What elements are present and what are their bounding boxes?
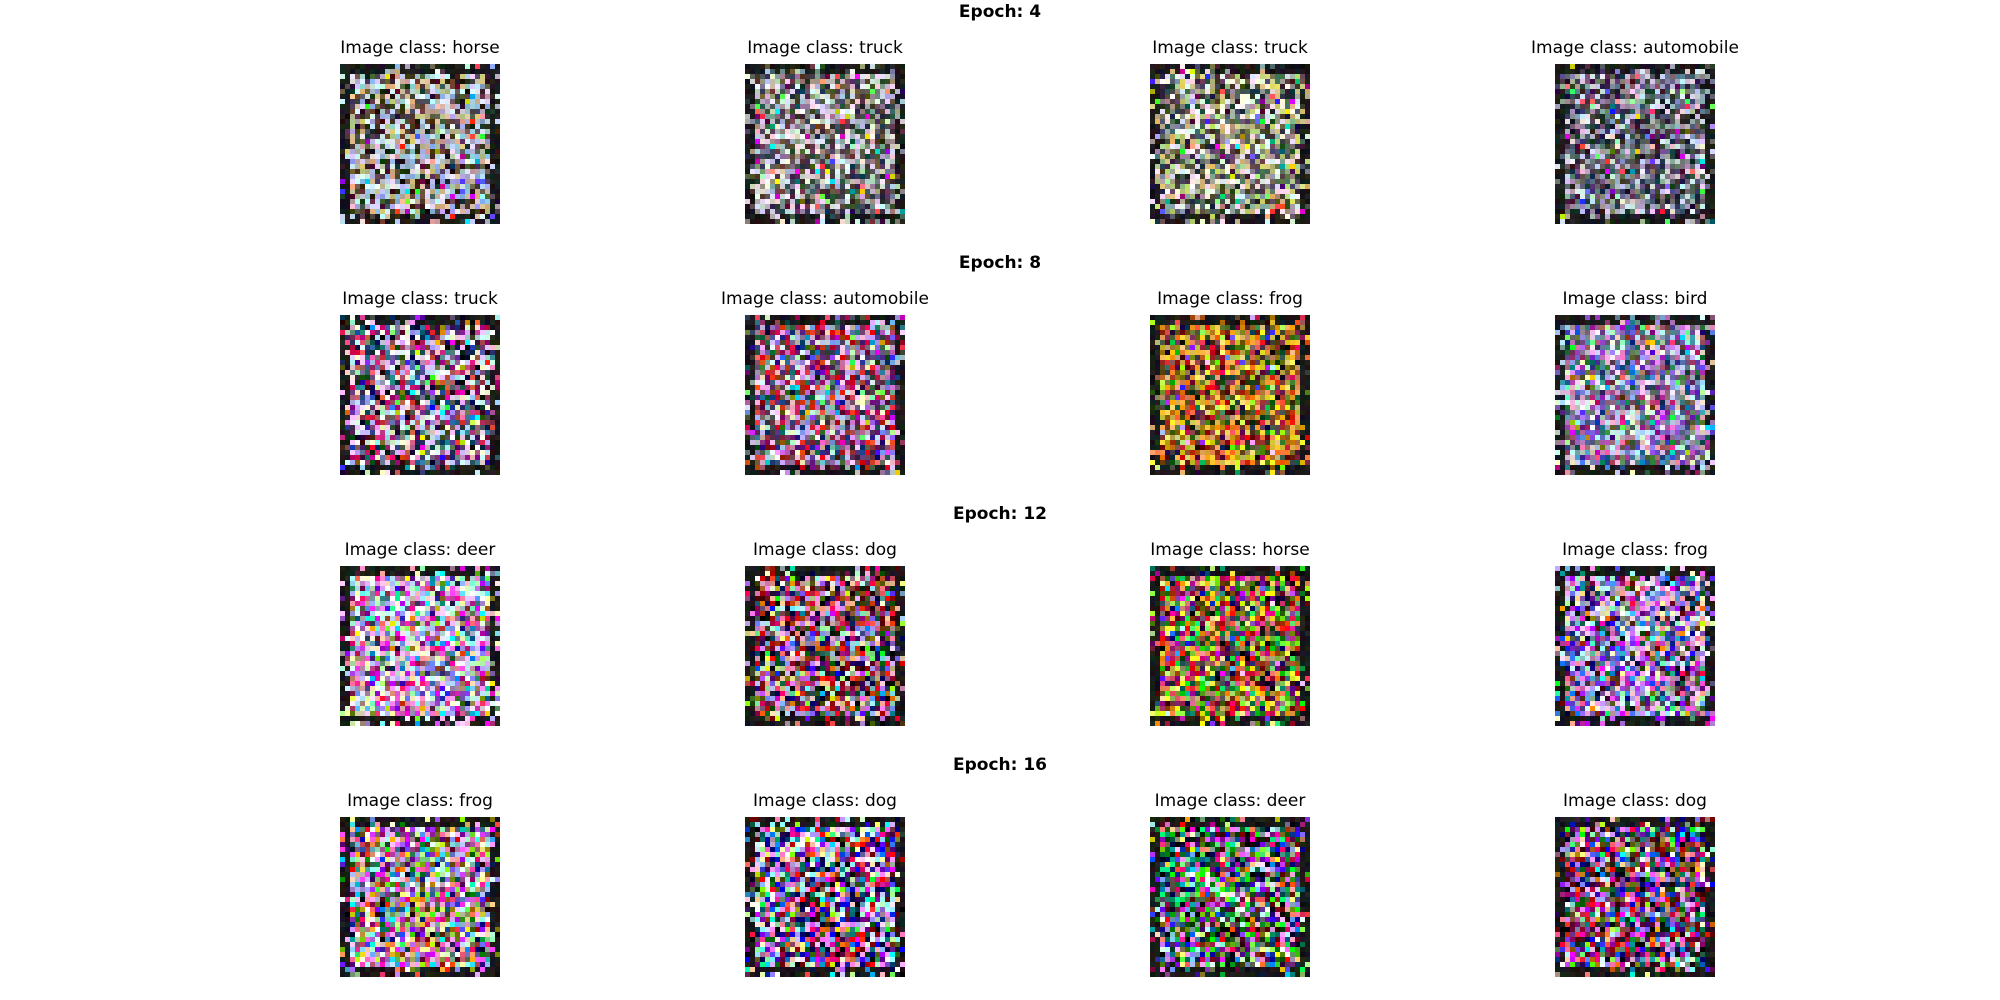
generated-image (1555, 315, 1715, 475)
image-panel: Image class: truck (645, 38, 1005, 224)
image-panel: Image class: frog (1455, 540, 1815, 726)
image-panel: Image class: deer (1050, 791, 1410, 977)
image-class-label: Image class: frog (1157, 289, 1303, 309)
image-class-label: Image class: truck (747, 38, 903, 58)
image-class-label: Image class: dog (753, 791, 897, 811)
image-panel: Image class: bird (1455, 289, 1815, 475)
image-class-label: Image class: deer (1154, 791, 1306, 811)
generated-image (745, 64, 905, 224)
image-class-label: Image class: bird (1562, 289, 1708, 309)
image-class-label: Image class: deer (344, 540, 496, 560)
generated-image (1150, 566, 1310, 726)
generated-image (745, 817, 905, 977)
generated-image (1150, 64, 1310, 224)
image-class-label: Image class: truck (342, 289, 498, 309)
image-class-label: Image class: truck (1152, 38, 1308, 58)
image-class-label: Image class: horse (340, 38, 500, 58)
generated-image (1150, 817, 1310, 977)
image-class-label: Image class: automobile (721, 289, 929, 309)
generated-image (745, 315, 905, 475)
image-panel: Image class: horse (240, 38, 600, 224)
image-class-label: Image class: frog (347, 791, 493, 811)
image-panel: Image class: frog (1050, 289, 1410, 475)
image-panel: Image class: horse (1050, 540, 1410, 726)
generated-image (745, 566, 905, 726)
epoch-title: Epoch: 12 (952, 504, 1047, 524)
image-class-label: Image class: horse (1150, 540, 1310, 560)
image-panel: Image class: truck (240, 289, 600, 475)
image-panel: Image class: dog (645, 540, 1005, 726)
generated-image (1555, 817, 1715, 977)
image-panel: Image class: automobile (1455, 38, 1815, 224)
image-panel: Image class: automobile (645, 289, 1005, 475)
image-panel: Image class: dog (645, 791, 1005, 977)
image-panel: Image class: frog (240, 791, 600, 977)
image-panel: Image class: truck (1050, 38, 1410, 224)
generated-image (340, 566, 500, 726)
image-class-label: Image class: automobile (1531, 38, 1739, 58)
generated-image (1150, 315, 1310, 475)
generated-image (340, 64, 500, 224)
image-class-label: Image class: dog (1563, 791, 1707, 811)
image-panel: Image class: deer (240, 540, 600, 726)
image-class-label: Image class: frog (1562, 540, 1708, 560)
generated-image (340, 817, 500, 977)
image-panel: Image class: dog (1455, 791, 1815, 977)
epoch-title: Epoch: 16 (952, 755, 1047, 775)
generated-image (1555, 566, 1715, 726)
epoch-title: Epoch: 8 (958, 253, 1042, 273)
generated-image (1555, 64, 1715, 224)
generated-image (340, 315, 500, 475)
image-class-label: Image class: dog (753, 540, 897, 560)
epoch-title: Epoch: 4 (958, 2, 1042, 22)
